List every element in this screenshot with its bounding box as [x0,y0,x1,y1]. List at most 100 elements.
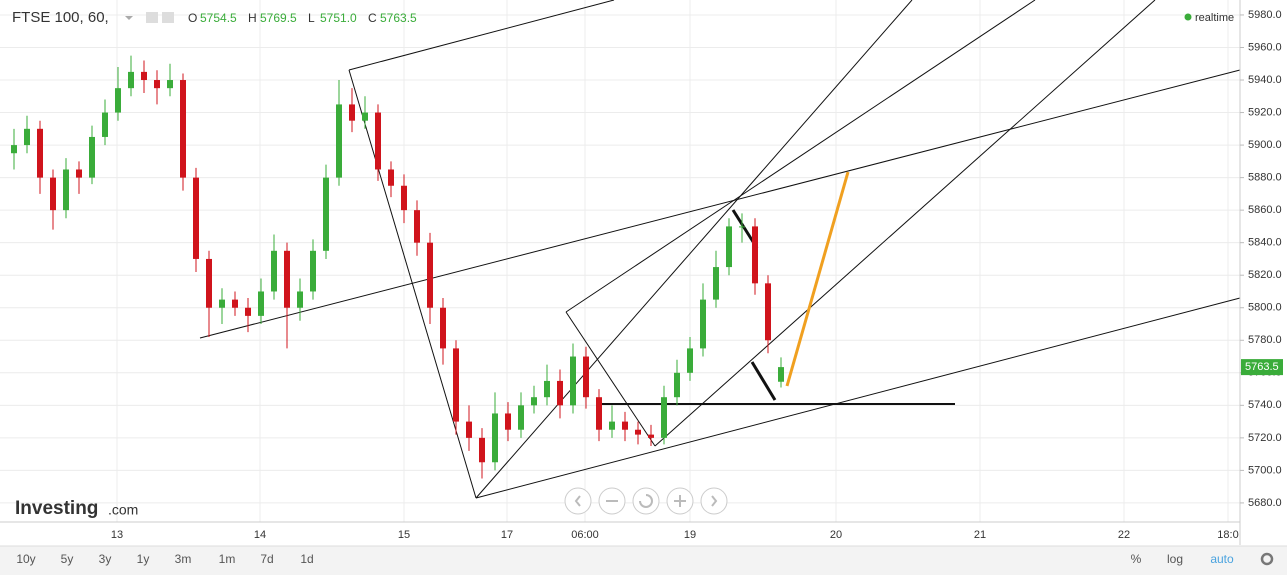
option-button[interactable]: % [1131,552,1142,566]
x-tick-label: 15 [398,529,410,541]
y-tick-label: 5800.0 [1248,302,1282,314]
header: FTSE 100, 60, O 5754.5 H 5769.5 L 5751.0 C 5763… [12,9,1234,26]
candle-body [115,88,121,113]
candle-body [232,299,238,308]
y-tick-label: 5680.0 [1248,497,1282,509]
candle-body [674,372,680,398]
scroll-right-button[interactable] [700,487,728,515]
candle-body [661,397,667,438]
option-button[interactable]: log [1167,552,1183,566]
settings[interactable] [1260,552,1274,566]
navigation[interactable] [564,487,728,515]
x-tick-label: 17 [501,529,513,541]
y-tick-label: 5900.0 [1248,139,1282,151]
candle-body [648,434,654,438]
candle-body [752,226,758,284]
x-tick-label: 14 [254,529,266,541]
y-tick-label: 5740.0 [1248,399,1282,411]
range-button[interactable]: 10y [16,552,35,566]
x-tick-label: 22 [1118,529,1130,541]
y-tick-label: 5940.0 [1248,74,1282,86]
range-button[interactable]: 3m [175,552,192,566]
candle-body [492,413,498,463]
range-button[interactable]: 7d [260,552,273,566]
ohlc-key: L [308,11,315,25]
candle-body [206,258,212,308]
range-button[interactable]: 1m [219,552,236,566]
candle-body [583,356,589,398]
range-button[interactable]: 3y [99,552,112,566]
trend-line [565,311,656,447]
candle-body [11,145,17,154]
candle-body [349,104,355,121]
ohlc-key: C [368,11,377,25]
candle-body [297,291,303,308]
toolbar-buttons: 10y 5y 3y 1y 3m 1m 7d 1d% log auto [16,552,1234,566]
candle-body [479,437,485,463]
range-button[interactable]: 1d [300,552,313,566]
x-tick-label: 19 [684,529,696,541]
candle-body [440,307,446,349]
trend-line [199,69,1241,339]
candle-body [245,307,251,316]
candle-body [63,169,69,211]
y-tick-label: 5720.0 [1248,432,1282,444]
trend-line [348,69,477,499]
trend-line [475,297,1241,499]
candle-body [37,128,43,178]
y-tick-label: 5820.0 [1248,269,1282,281]
reset-button[interactable] [632,487,660,515]
option-button[interactable]: auto [1210,552,1234,566]
ohlc-values: O 5754.5 H 5769.5 L 5751.0 C 5763.5 [188,11,417,25]
candle-body [505,413,511,430]
candle-body [635,429,641,435]
candle-body [76,169,82,178]
candle-body [700,299,706,349]
candle-body [596,397,602,430]
y-tick-label: 5780.0 [1248,334,1282,346]
candle-body [323,177,329,251]
last-price-label: 5763.5 [1245,361,1279,373]
candle-body [518,405,524,430]
candle-body [414,210,420,243]
icon [146,12,158,23]
trend-line [750,361,777,401]
candle-body [362,112,368,121]
status-dot [1184,13,1192,21]
trend-line [565,0,1036,313]
range-button[interactable]: 5y [61,552,74,566]
candle-body [401,185,407,211]
nav-icons [574,494,718,508]
last-price-tag [1241,359,1283,376]
trend-line [654,0,1156,447]
y-tick-label: 5860.0 [1248,204,1282,216]
candle-body [219,299,225,308]
y-tick-label: 5840.0 [1248,237,1282,249]
candle-body [141,71,147,81]
logo: Investing .com [15,498,138,519]
settings-icon[interactable] [1260,552,1274,566]
candle-body [609,421,615,430]
y-tick-label: 5960.0 [1248,41,1282,53]
candles [11,55,784,479]
candle-body [765,283,771,341]
candle-body [284,250,290,308]
candle-body [544,380,550,398]
y-tick-label: 5880.0 [1248,172,1282,184]
trend-line [475,0,913,499]
scroll-left-button[interactable] [564,487,592,515]
candle-body [687,348,693,373]
candle-body [427,242,433,308]
ohlc-value: 5763.5 [380,11,417,25]
candle-body [154,80,160,89]
ohlc-key: H [248,11,257,25]
trend-line [348,0,615,71]
candle-body [778,367,784,382]
icon [162,12,174,23]
y-tick-label: 5700.0 [1248,464,1282,476]
x-tick-label: 13 [111,529,123,541]
range-button[interactable]: 1y [137,552,150,566]
candle-body [310,250,316,292]
